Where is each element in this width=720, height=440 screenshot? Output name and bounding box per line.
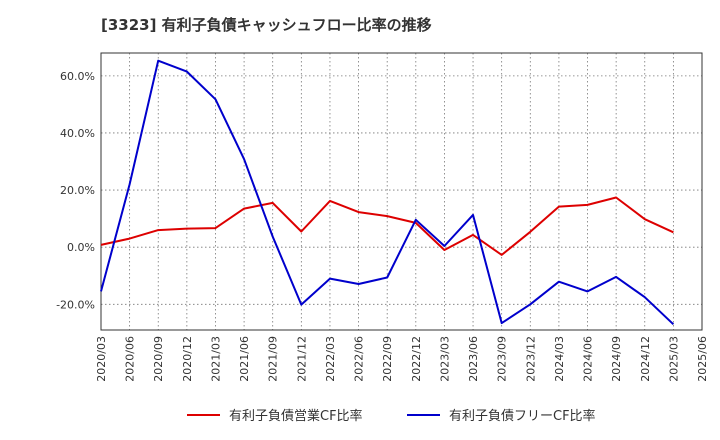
x-tick-label: 2022/06 <box>353 336 366 382</box>
x-tick-label: 2024/12 <box>639 336 652 382</box>
y-tick-label: 40.0% <box>60 127 95 140</box>
x-tick-label: 2024/09 <box>610 336 623 382</box>
x-axis-ticks: 2020/03 2020/06 2020/09 2020/12 2021/03 2021/… <box>95 336 709 382</box>
y-tick-label: 60.0% <box>60 70 95 83</box>
x-tick-label: 2020/09 <box>152 336 165 382</box>
y-axis-ticks: -20.0% 0.0% 20.0% 40.0% 60.0% <box>56 70 95 311</box>
x-tick-label: 2021/09 <box>267 336 280 382</box>
x-tick-label: 2023/12 <box>524 336 537 382</box>
x-tick-label: 2022/12 <box>410 336 423 382</box>
legend: 有利子負債営業CF比率 有利子負債フリーCF比率 <box>187 408 596 424</box>
x-tick-label: 2020/12 <box>181 336 194 382</box>
y-tick-label: 0.0% <box>67 241 95 254</box>
x-tick-label: 2020/03 <box>95 336 108 382</box>
x-tick-label: 2021/03 <box>209 336 222 382</box>
legend-label-2: 有利子負債フリーCF比率 <box>449 408 596 424</box>
series-lines <box>100 59 675 326</box>
plot-frame <box>100 52 703 331</box>
x-tick-label: 2023/09 <box>496 336 509 382</box>
legend-label-1: 有利子負債営業CF比率 <box>229 408 363 424</box>
x-tick-label: 2023/03 <box>438 336 451 382</box>
series-line-2 <box>100 59 675 326</box>
x-tick-label: 2022/09 <box>381 336 394 382</box>
y-tick-label: 20.0% <box>60 184 95 197</box>
x-tick-label: 2023/06 <box>467 336 480 382</box>
y-tick-label: -20.0% <box>56 298 95 311</box>
chart-title: [3323] 有利子負債キャッシュフロー比率の推移 <box>101 16 432 34</box>
x-tick-label: 2024/03 <box>553 336 566 382</box>
x-tick-label: 2020/06 <box>124 336 137 382</box>
x-tick-label: 2021/12 <box>295 336 308 382</box>
grid-lines <box>100 53 703 330</box>
x-tick-label: 2025/06 <box>696 336 709 382</box>
x-tick-label: 2022/03 <box>324 336 337 382</box>
x-tick-label: 2021/06 <box>238 336 251 382</box>
x-tick-label: 2025/03 <box>667 336 680 382</box>
x-tick-label: 2024/06 <box>582 336 595 382</box>
series-line-1 <box>100 196 674 256</box>
